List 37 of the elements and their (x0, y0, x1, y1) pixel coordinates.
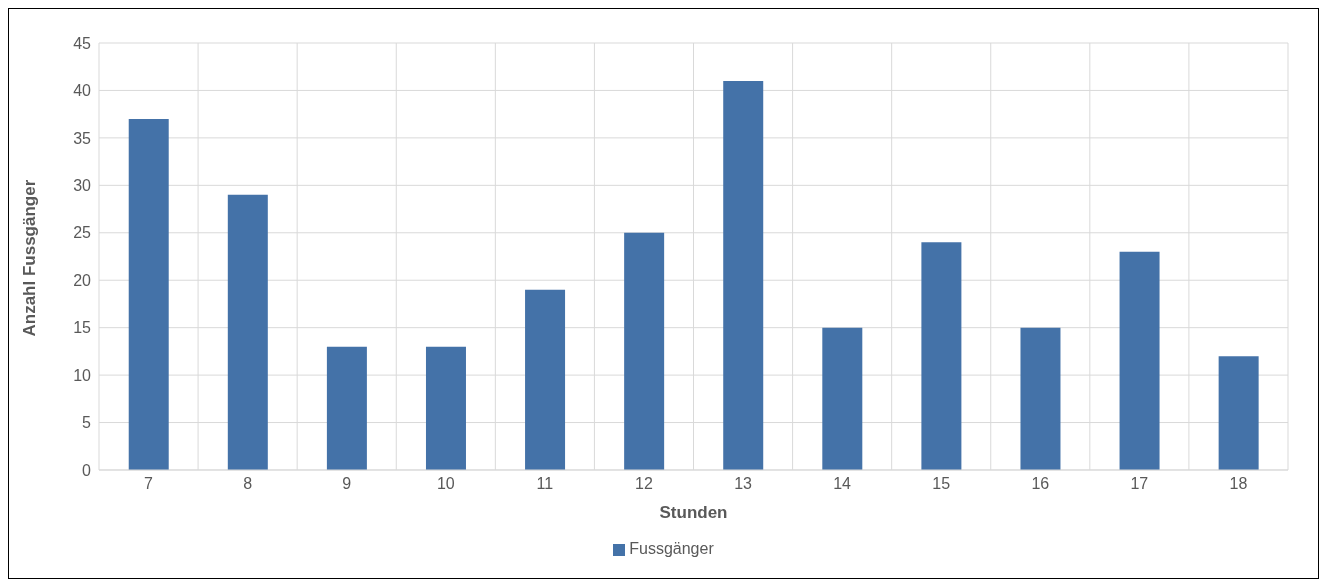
bar (1020, 327, 1061, 470)
bar (128, 118, 169, 470)
x-tick-label: 18 (1229, 475, 1248, 493)
x-tick-label: 8 (243, 475, 253, 493)
bar (723, 80, 764, 470)
bar (326, 346, 367, 470)
y-axis-title: Anzahl Fussgänger (20, 179, 40, 337)
bar (822, 327, 863, 470)
x-tick-label: 16 (1031, 475, 1050, 493)
y-tick-label: 10 (73, 366, 92, 384)
bar (1119, 251, 1160, 470)
bar (921, 242, 962, 470)
x-tick-label: 11 (536, 475, 554, 493)
x-tick-label: 7 (144, 475, 154, 493)
bar (1218, 356, 1259, 470)
bar (525, 289, 566, 470)
x-tick-label: 12 (635, 475, 653, 493)
bar (425, 346, 466, 470)
y-tick-label: 15 (73, 319, 92, 337)
x-tick-label: 10 (436, 475, 455, 493)
bar (624, 232, 665, 470)
x-tick-label: 14 (833, 475, 852, 493)
y-tick-label: 35 (73, 129, 92, 147)
bar (227, 194, 268, 470)
y-tick-label: 20 (73, 271, 92, 289)
x-axis-title: Stunden (659, 503, 728, 522)
y-tick-label: 40 (73, 82, 92, 100)
y-tick-label: 5 (82, 414, 92, 432)
y-tick-label: 30 (73, 177, 92, 195)
x-tick-label: 9 (342, 475, 352, 493)
y-tick-label: 0 (82, 461, 92, 479)
y-tick-label: 45 (73, 34, 92, 52)
x-tick-label: 17 (1130, 475, 1149, 493)
x-tick-label: 15 (932, 475, 951, 493)
x-tick-label: 13 (734, 475, 753, 493)
legend-label: Fussgänger (629, 540, 714, 557)
y-tick-label: 25 (73, 224, 92, 242)
